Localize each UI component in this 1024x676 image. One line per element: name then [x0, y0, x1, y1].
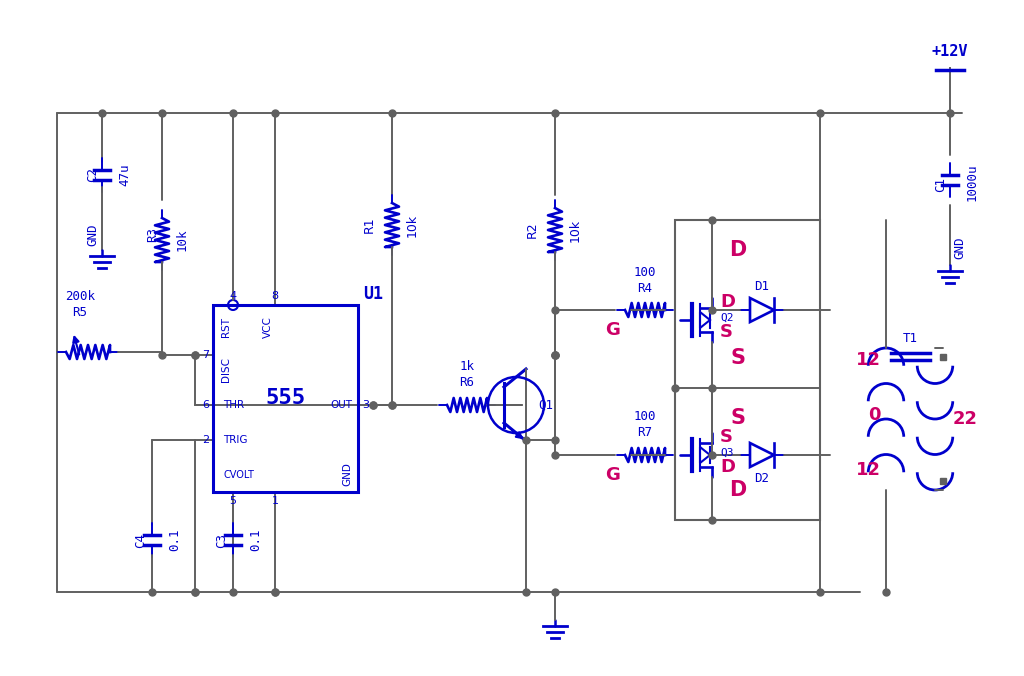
Text: G: G	[605, 321, 621, 339]
Text: 22: 22	[953, 410, 978, 428]
Text: 8: 8	[271, 291, 279, 301]
Text: C2: C2	[86, 168, 99, 183]
Text: 1k: 1k	[460, 360, 474, 374]
Text: D: D	[729, 240, 746, 260]
Text: CVOLT: CVOLT	[223, 470, 254, 480]
Text: C3: C3	[215, 533, 228, 548]
Text: S: S	[720, 428, 733, 446]
Text: 47u: 47u	[118, 164, 131, 187]
Text: R1: R1	[362, 217, 376, 233]
Text: GND: GND	[342, 462, 352, 486]
Text: 7: 7	[202, 350, 209, 360]
Text: 0.1: 0.1	[168, 529, 181, 551]
Text: +12V: +12V	[932, 45, 969, 59]
Text: R4: R4	[638, 281, 652, 295]
Text: D1: D1	[755, 279, 769, 293]
Text: D: D	[720, 458, 735, 476]
Text: THR: THR	[223, 400, 244, 410]
Text: RST: RST	[221, 317, 231, 337]
Text: 200k: 200k	[65, 291, 95, 304]
Text: T1: T1	[903, 331, 918, 345]
Text: 10k: 10k	[569, 218, 582, 241]
Text: 12: 12	[856, 461, 881, 479]
Text: 10k: 10k	[176, 228, 189, 251]
Bar	[675, 220, 820, 520]
Text: C1: C1	[934, 178, 947, 193]
Text: 0.1: 0.1	[249, 529, 262, 551]
Text: S: S	[730, 348, 745, 368]
Text: GND: GND	[86, 224, 99, 246]
Text: 2: 2	[202, 435, 209, 445]
Text: TRIG: TRIG	[223, 435, 248, 445]
Text: D2: D2	[755, 473, 769, 485]
Text: D: D	[729, 480, 746, 500]
Text: 1: 1	[271, 496, 279, 506]
Text: GND: GND	[953, 237, 966, 260]
Text: 10k: 10k	[406, 214, 419, 237]
Bar	[213, 305, 358, 492]
Text: 1000u: 1000u	[966, 163, 979, 201]
Text: Q3: Q3	[720, 448, 733, 458]
Text: S: S	[720, 323, 733, 341]
Text: DISC: DISC	[221, 358, 231, 383]
Text: 555: 555	[265, 389, 305, 408]
Text: G: G	[605, 466, 621, 484]
Text: 4: 4	[229, 291, 237, 301]
Text: R2: R2	[526, 222, 539, 239]
Text: 5: 5	[229, 496, 237, 506]
Text: R3: R3	[146, 228, 159, 243]
Text: 0: 0	[868, 406, 881, 424]
Text: C4: C4	[134, 533, 147, 548]
Text: 100: 100	[634, 410, 656, 423]
Text: S: S	[730, 408, 745, 428]
Text: 3: 3	[362, 400, 369, 410]
Text: U1: U1	[362, 285, 383, 303]
Text: Q2: Q2	[720, 313, 733, 323]
Text: OUT: OUT	[330, 400, 352, 410]
Text: D: D	[720, 293, 735, 311]
Text: VCC: VCC	[263, 316, 273, 338]
Text: 6: 6	[202, 400, 209, 410]
Text: R5: R5	[73, 306, 87, 318]
Text: 100: 100	[634, 266, 656, 279]
Text: Q1: Q1	[538, 398, 553, 412]
Text: R7: R7	[638, 427, 652, 439]
Text: 12: 12	[856, 351, 881, 369]
Text: R6: R6	[460, 377, 474, 389]
